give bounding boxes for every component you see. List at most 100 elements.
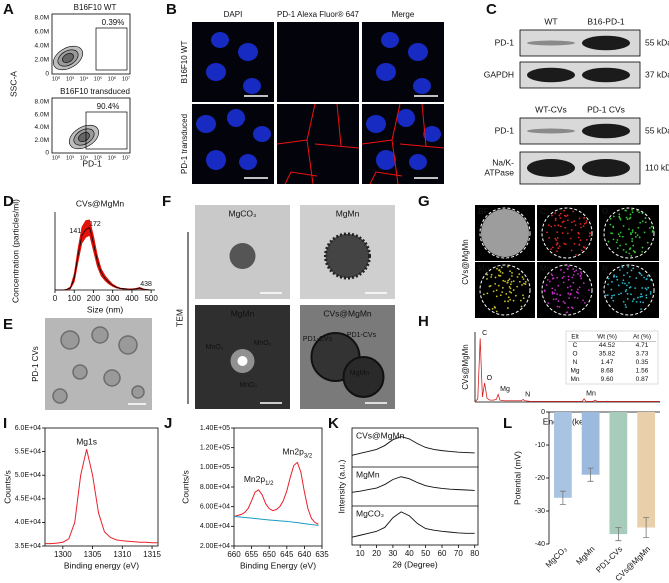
signal-dot [619, 244, 622, 247]
signal-dot [615, 275, 618, 278]
signal-dot [585, 221, 587, 224]
y-tick-label: 8.0M [35, 15, 49, 22]
protein-label: PD-1 [495, 37, 515, 47]
x-axis-label: PD-1 [82, 158, 102, 168]
signal-dot [577, 236, 580, 239]
signal-dot [641, 295, 643, 298]
signal-dot [555, 239, 558, 242]
signal-dot [524, 280, 527, 283]
y-tick-label: 5.0E+04 [15, 472, 41, 479]
signal-dot [647, 286, 650, 289]
table-cell: Mg [570, 368, 579, 375]
signal-dot [623, 274, 625, 277]
signal-dot [499, 274, 502, 277]
signal-dot [547, 302, 550, 305]
table-cell: 9.60 [601, 376, 614, 383]
data-line [351, 476, 475, 493]
table-cell: 4.71 [636, 342, 649, 349]
micrograph [362, 22, 444, 102]
signal-dot [567, 275, 570, 278]
nucleus [376, 150, 396, 170]
signal-dot [547, 224, 550, 227]
signal-dot [649, 292, 652, 295]
signal-dot [641, 250, 644, 253]
table-cell: 8.68 [601, 368, 614, 375]
signal-dot [556, 250, 558, 253]
image-title: MgCO₃ [228, 208, 256, 218]
coated-particle [342, 356, 385, 398]
y-tick-label: 8.0M [35, 99, 49, 106]
peak-label: O [487, 375, 493, 382]
x-tick-label: 10⁵ [94, 154, 102, 161]
y-tick-label: 0 [541, 409, 545, 416]
peak-label: Mg1s [76, 436, 97, 446]
signal-dot [563, 271, 565, 274]
signal-dot [619, 231, 622, 234]
nucleus [423, 126, 441, 142]
x-tick-label: 50 [421, 549, 430, 558]
signal-dot [644, 221, 647, 224]
peak-label: Mn2p3/2 [283, 447, 313, 459]
x-tick-label: 10⁴ [80, 75, 89, 82]
peak-label: Mn [586, 391, 596, 398]
signal-dot [582, 299, 584, 302]
signal-dot [556, 293, 558, 296]
signal-dot [559, 217, 562, 219]
signal-dot [556, 305, 559, 308]
signal-dot [570, 306, 573, 309]
signal-dot [644, 287, 647, 290]
signal-dot [574, 224, 577, 227]
signal-dot [554, 289, 557, 291]
signal-dot [622, 248, 625, 251]
x-tick-label: 10³ [66, 155, 74, 161]
signal-dot [504, 300, 506, 303]
signal-dot [491, 307, 494, 310]
x-tick-label: 1310 [113, 550, 131, 559]
signal-dot [523, 282, 525, 285]
signal-dot [635, 277, 638, 280]
y-tick-label: 5.5E+04 [15, 448, 41, 455]
x-axis-label: 2θ (Degree) [392, 559, 438, 569]
signal-dot [631, 300, 634, 303]
signal-dot [612, 238, 615, 241]
column-header: Merge [392, 10, 415, 19]
panel-label: A [3, 1, 14, 18]
signal-dot [550, 273, 553, 276]
signal-dot [629, 286, 632, 288]
signal-dot [640, 308, 643, 311]
signal-dot [505, 293, 508, 295]
y-axis-label: SSC-A [8, 71, 18, 97]
signal-dot [646, 241, 649, 244]
signal-dot [622, 279, 625, 282]
signal-dot [626, 218, 629, 221]
x-axis-label: Binding energy (eV) [64, 560, 139, 570]
vesicle [60, 330, 80, 350]
band [527, 40, 575, 46]
signal-dot [619, 218, 622, 221]
signal-dot [648, 227, 651, 229]
signal-dot [622, 225, 625, 227]
signal-dot [572, 210, 575, 213]
signal-dot [612, 226, 615, 229]
series-label: CVs@MgMn [356, 430, 405, 440]
particle [229, 243, 256, 269]
signal-dot [563, 242, 566, 245]
signal-dot [522, 278, 525, 281]
signal-dot [504, 280, 506, 283]
signal-dot [585, 220, 588, 222]
signal-dot [550, 248, 552, 251]
signal-dot [635, 300, 638, 303]
error-bar [615, 527, 622, 542]
signal-dot [625, 209, 627, 212]
signal-dot [622, 300, 625, 303]
signal-dot [631, 208, 634, 211]
data-line [351, 436, 475, 456]
series-label: MgMn [356, 469, 380, 479]
signal-dot [625, 284, 628, 287]
signal-dot [641, 246, 644, 249]
protein-label: Na/K- [492, 157, 514, 167]
signal-dot [557, 284, 560, 287]
signal-dot [628, 248, 631, 251]
eds-map [537, 262, 597, 318]
signal-dot [607, 240, 610, 243]
